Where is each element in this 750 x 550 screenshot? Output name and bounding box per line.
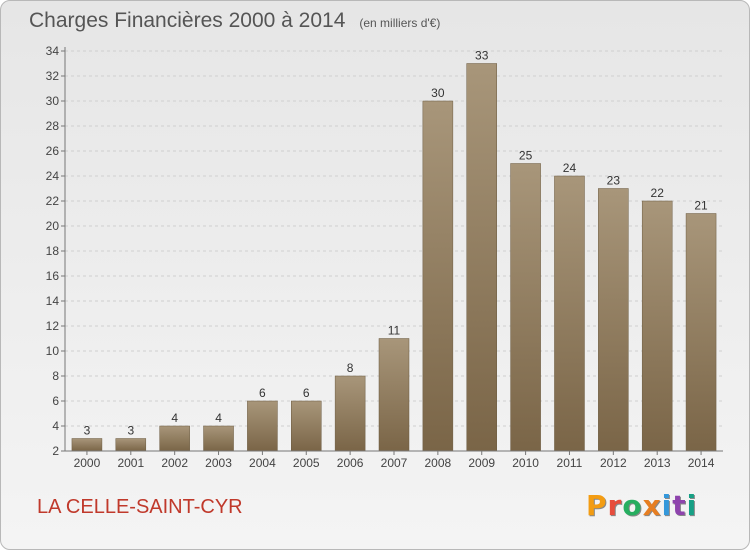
bar-value-label: 4 <box>215 411 222 425</box>
x-tick-label: 2009 <box>468 456 495 470</box>
bar <box>554 175 585 452</box>
x-tick-label: 2013 <box>644 456 671 470</box>
x-tick-label: 2007 <box>381 456 408 470</box>
x-tick-label: 2006 <box>337 456 364 470</box>
y-tick-label: 16 <box>46 269 60 283</box>
x-tick-label: 2000 <box>74 456 101 470</box>
bar <box>334 375 366 452</box>
y-tick-label: 32 <box>46 69 60 83</box>
y-tick-label: 8 <box>52 369 59 383</box>
proxiti-logo: Proxiti <box>586 489 697 522</box>
x-tick-label: 2010 <box>512 456 539 470</box>
y-tick-label: 6 <box>52 394 59 408</box>
bar <box>466 63 497 452</box>
y-tick-label: 2 <box>52 444 59 458</box>
chart-title: Charges Financières 2000 à 2014 (en milli… <box>29 9 440 33</box>
bar-value-label: 6 <box>259 386 266 400</box>
logo-letter: o <box>622 489 643 522</box>
bar <box>378 338 410 452</box>
bar-value-label: 33 <box>475 49 489 63</box>
bar-value-label: 3 <box>84 424 91 438</box>
x-tick-label: 2005 <box>293 456 320 470</box>
bar <box>685 213 717 452</box>
logo-letter: r <box>607 489 623 522</box>
bar-value-label: 4 <box>171 411 178 425</box>
bar <box>422 100 454 452</box>
logo-letter: t <box>672 489 687 522</box>
commune-name: LA CELLE-SAINT-CYR <box>37 496 243 518</box>
x-tick-label: 2014 <box>688 456 715 470</box>
x-tick-label: 2012 <box>600 456 627 470</box>
x-tick-label: 2001 <box>117 456 144 470</box>
bar <box>71 438 103 452</box>
bar-value-label: 22 <box>651 186 665 200</box>
x-tick-label: 2011 <box>557 456 583 470</box>
bar-value-label: 6 <box>303 386 310 400</box>
y-tick-label: 24 <box>46 169 60 183</box>
y-tick-label: 14 <box>46 294 60 308</box>
logo-letter: x <box>642 489 662 522</box>
y-tick-label: 4 <box>52 419 59 433</box>
x-tick-label: 2008 <box>425 456 452 470</box>
bar-value-label: 23 <box>607 174 621 188</box>
bar-value-label: 24 <box>563 161 577 175</box>
bar <box>598 188 629 452</box>
y-tick-label: 26 <box>46 144 60 158</box>
y-tick-label: 12 <box>46 319 60 333</box>
y-tick-label: 22 <box>46 194 60 208</box>
bar <box>641 200 673 452</box>
x-tick-label: 2003 <box>205 456 232 470</box>
logo-letter: P <box>586 489 608 522</box>
logo-letter: i <box>686 489 698 522</box>
bar <box>247 400 278 452</box>
y-tick-label: 18 <box>46 244 60 258</box>
y-tick-label: 20 <box>46 219 60 233</box>
bar-value-label: 21 <box>694 199 708 213</box>
bar-value-label: 30 <box>431 86 445 100</box>
bar <box>203 425 234 452</box>
bar-value-label: 3 <box>127 424 134 438</box>
x-tick-label: 2002 <box>161 456 188 470</box>
chart-subtitle: (en milliers d'€) <box>359 16 441 30</box>
logo-letter: i <box>661 489 673 522</box>
bar-value-label: 11 <box>388 324 401 338</box>
bar <box>115 438 147 452</box>
bar-value-label: 8 <box>347 361 354 375</box>
y-tick-label: 10 <box>46 344 60 358</box>
y-tick-label: 30 <box>46 94 60 108</box>
bar <box>291 400 322 452</box>
y-tick-label: 28 <box>46 119 60 133</box>
bar <box>510 163 541 452</box>
chart-title-text: Charges Financières 2000 à 2014 <box>29 9 346 32</box>
x-tick-label: 2004 <box>249 456 276 470</box>
bar <box>159 425 190 452</box>
bar-value-label: 25 <box>519 149 533 163</box>
y-tick-label: 34 <box>46 44 60 58</box>
